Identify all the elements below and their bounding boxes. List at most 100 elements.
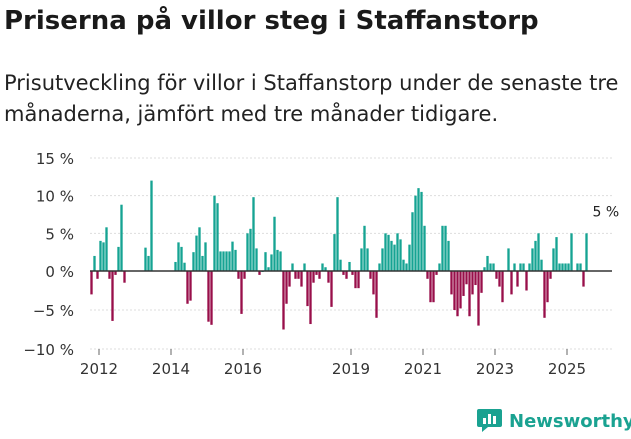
data-bar — [297, 271, 300, 279]
data-bar — [528, 263, 531, 271]
data-bar — [282, 271, 285, 330]
data-bar — [324, 267, 327, 271]
y-tick-label: −5 % — [33, 302, 74, 320]
data-bar — [435, 271, 438, 275]
data-bar — [213, 195, 216, 271]
data-bar — [177, 242, 180, 271]
data-bar — [540, 259, 543, 271]
data-bar — [249, 228, 252, 271]
data-bar — [558, 263, 561, 271]
data-bar — [330, 271, 333, 307]
data-bar — [267, 267, 270, 271]
data-bar — [447, 240, 450, 271]
data-bar — [438, 263, 441, 271]
newsworthy-chart-icon — [476, 406, 503, 437]
data-bar — [294, 271, 297, 279]
data-bar — [276, 249, 279, 271]
data-bar — [396, 233, 399, 271]
data-bar — [222, 251, 225, 271]
data-bar — [240, 271, 243, 314]
data-bar — [123, 271, 126, 283]
data-bar — [465, 271, 468, 285]
data-bar — [192, 252, 195, 271]
data-bar — [291, 263, 294, 271]
bar-chart: 15 % 10 % 5 % 0 % −5 % −10 % 2012 2014 2016 2019 2… — [23, 150, 619, 378]
data-bar — [360, 248, 363, 271]
data-bar — [309, 271, 312, 325]
data-bar — [246, 233, 249, 271]
data-bar — [453, 271, 456, 310]
data-bar — [288, 271, 291, 287]
data-bar — [432, 271, 435, 303]
data-bar — [534, 240, 537, 271]
data-bar — [408, 244, 411, 271]
x-tick-label: 2023 — [476, 360, 514, 378]
data-bar — [585, 233, 588, 271]
data-bar — [345, 271, 348, 279]
data-bar — [264, 252, 267, 271]
data-bar — [384, 233, 387, 271]
data-bar — [348, 261, 351, 271]
data-bar — [405, 263, 408, 271]
data-bar — [327, 271, 330, 283]
data-bar — [300, 271, 303, 287]
data-bar — [285, 271, 288, 304]
data-bar — [381, 248, 384, 271]
data-bar — [255, 248, 258, 271]
data-bar — [315, 271, 318, 275]
data-bar — [387, 234, 390, 271]
data-bar — [552, 248, 555, 271]
data-bar — [186, 271, 189, 304]
data-bar — [117, 246, 120, 271]
data-bar — [579, 263, 582, 271]
y-tick-label: 0 % — [45, 263, 74, 281]
data-bar — [105, 227, 108, 271]
data-bar — [483, 267, 486, 271]
data-bar — [201, 255, 204, 271]
x-tick-label: 2016 — [224, 360, 262, 378]
data-bar — [195, 235, 198, 271]
data-bar — [441, 225, 444, 271]
data-bar — [363, 225, 366, 271]
data-bar — [318, 271, 321, 279]
data-bar — [114, 271, 117, 275]
data-bar — [525, 271, 528, 291]
x-tick-label: 2019 — [332, 360, 370, 378]
data-bar — [270, 254, 273, 271]
chart-title: Priserna på villor steg i Staffanstorp — [4, 6, 539, 36]
data-bar — [561, 263, 564, 271]
data-bar — [399, 239, 402, 271]
data-bar — [474, 271, 477, 286]
data-bar — [555, 237, 558, 271]
data-bar — [93, 255, 96, 271]
data-bar — [378, 263, 381, 271]
data-bar — [357, 271, 360, 289]
data-bar — [120, 204, 123, 271]
x-tick-label: 2021 — [404, 360, 442, 378]
data-bar — [519, 263, 522, 271]
data-bar — [393, 244, 396, 271]
data-bar — [426, 271, 429, 279]
data-bar — [312, 271, 315, 283]
data-bar — [531, 248, 534, 271]
data-bar — [486, 255, 489, 271]
data-bar — [450, 271, 453, 295]
data-bar — [219, 251, 222, 271]
data-bar — [507, 248, 510, 271]
data-bar — [369, 271, 372, 279]
data-bar — [480, 271, 483, 293]
data-bar — [225, 251, 228, 271]
data-bar — [468, 271, 471, 317]
data-bar — [333, 234, 336, 271]
data-bar — [498, 271, 501, 287]
data-bar — [102, 242, 105, 271]
data-bar — [147, 255, 150, 271]
data-bar — [108, 271, 111, 279]
axis-labels: 15 % 10 % 5 % 0 % −5 % −10 % 2012 2014 2016 2019 2… — [23, 150, 619, 378]
data-bar — [234, 249, 237, 271]
data-bar — [537, 233, 540, 271]
data-bar — [216, 203, 219, 271]
data-bar — [582, 271, 585, 287]
data-bar — [279, 251, 282, 271]
data-bar — [543, 271, 546, 318]
